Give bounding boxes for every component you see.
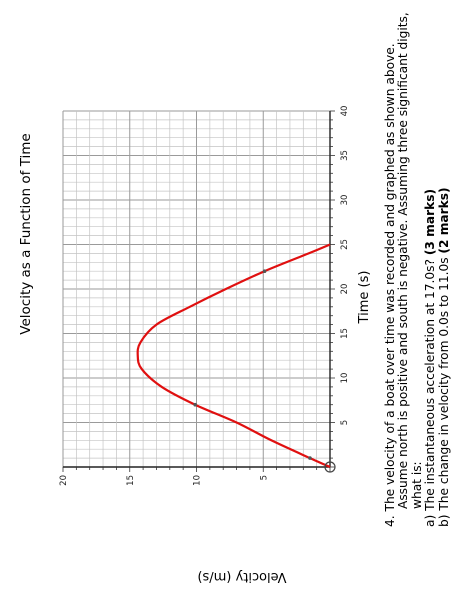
- y-tick-label: 15: [126, 475, 136, 486]
- part-a-text: a) The instantaneous acceleration at 17.…: [423, 255, 438, 527]
- question-line-1: 4. The velocity of a boat over time was …: [383, 7, 397, 527]
- axes: [62, 110, 335, 472]
- part-b-marks: (2 marks): [436, 187, 451, 254]
- question-part-b: b) The change in velocity from 0.0s to 1…: [436, 7, 451, 527]
- part-a-marks: (3 marks): [423, 188, 438, 256]
- question-line-2: Assume north is positive and south is ne…: [396, 12, 411, 509]
- x-tick-label: 30: [340, 195, 350, 206]
- question-line-3: what is:: [409, 461, 424, 509]
- x-tick-label: 40: [340, 106, 350, 117]
- question-number: 4.: [383, 515, 397, 527]
- data-point-marker: [308, 456, 312, 460]
- x-tick-label: 10: [340, 373, 350, 384]
- grid: [62, 110, 331, 468]
- data-point-marker: [262, 269, 267, 273]
- question-block: 4. The velocity of a boat over time was …: [383, 7, 451, 527]
- marked-points: [193, 269, 336, 473]
- data-point-marker: [193, 402, 197, 407]
- question-part-a: a) The instantaneous acceleration at 17.…: [423, 7, 438, 527]
- question-text: The velocity of a boat over time was rec…: [383, 43, 397, 512]
- part-b-text: b) The change in velocity from 0.0s to 1…: [436, 253, 451, 527]
- velocity-series-line: [136, 243, 331, 469]
- y-tick-label: 10: [193, 475, 203, 486]
- y-axis-label: Velocity (m/s): [197, 569, 286, 584]
- y-tick-label: 20: [59, 475, 69, 486]
- origin-point-marker: [324, 461, 336, 473]
- x-tick-label: 15: [340, 328, 350, 339]
- x-axis-label: Time (s): [357, 271, 372, 325]
- x-tick-label: 35: [340, 150, 350, 161]
- series: [136, 243, 331, 469]
- x-tick-label: 5: [340, 420, 350, 425]
- y-tick-label: 5: [259, 475, 269, 480]
- x-tick-label: 25: [340, 239, 350, 250]
- x-tick-label: 20: [340, 284, 350, 295]
- tick-labels: 5 10 15 20 25 30 35 40 5 10 15 20: [59, 106, 350, 486]
